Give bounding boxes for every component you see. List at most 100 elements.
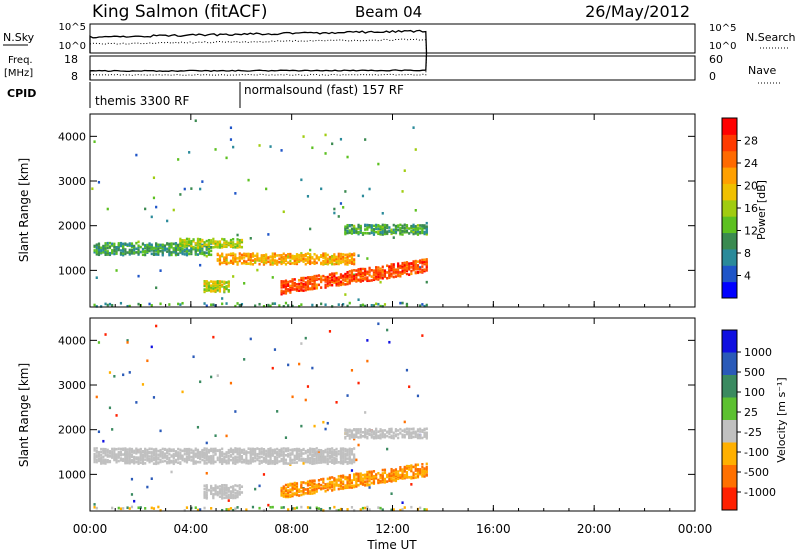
heatmap-cell: [203, 506, 206, 510]
heatmap-cell: [324, 489, 327, 493]
heatmap-cell: [394, 428, 398, 431]
heatmap-cell: [108, 302, 112, 306]
heatmap-cell: [298, 447, 301, 451]
heatmap-cell: [366, 279, 369, 283]
heatmap-cell: [300, 490, 303, 493]
heatmap-cell: [287, 363, 290, 367]
heatmap-cell: [201, 180, 204, 183]
heatmap-cell: [276, 254, 279, 257]
heatmap-cell: [267, 260, 270, 264]
heatmap-cell: [194, 447, 197, 451]
heatmap-cell: [203, 302, 206, 305]
velocity-tick-label: 100: [744, 386, 765, 399]
heatmap-cell: [350, 229, 354, 232]
heatmap-cell: [403, 473, 406, 477]
heatmap-cell: [414, 463, 417, 467]
heatmap-cell: [280, 253, 283, 257]
heatmap-cell: [141, 253, 145, 257]
heatmap-cell: [284, 483, 288, 487]
heatmap-cell: [179, 251, 182, 254]
heatmap-cell: [97, 251, 101, 255]
heatmap-cell: [247, 252, 250, 256]
heatmap-cell: [102, 251, 105, 254]
heatmap-cell: [102, 439, 105, 443]
heatmap-cell: [328, 260, 332, 264]
heatmap-cell: [172, 448, 175, 451]
heatmap-cell: [350, 469, 354, 472]
heatmap-cell: [227, 499, 230, 502]
heatmap-cell: [97, 242, 101, 246]
heatmap-cell: [282, 304, 285, 308]
heatmap-cell: [223, 241, 226, 245]
heatmap-cell: [331, 480, 334, 484]
heatmap-cell: [383, 479, 387, 483]
heatmap-cell: [166, 219, 169, 223]
heatmap-cell: [192, 245, 195, 249]
heatmap-cell: [113, 245, 116, 249]
heatmap-cell: [328, 486, 332, 490]
heatmap-cell: [287, 288, 290, 291]
heatmap-cell: [267, 455, 270, 458]
heatmap-cell: [289, 490, 292, 494]
heatmap-cell: [333, 211, 336, 215]
heatmap-cell: [93, 244, 96, 248]
heatmap-cell: [265, 253, 268, 257]
heatmap-cell: [346, 428, 349, 432]
heatmap-cell: [205, 243, 208, 247]
heatmap-cell: [225, 260, 228, 264]
heatmap-cell: [302, 257, 305, 261]
heatmap-cell: [188, 447, 191, 451]
heatmap-cell: [280, 486, 283, 490]
heatmap-cell: [150, 243, 153, 247]
heatmap-cell: [344, 253, 347, 257]
heatmap-cell: [221, 489, 224, 492]
heatmap-cell: [337, 252, 340, 256]
heatmap-cell: [309, 460, 312, 463]
heatmap-cell: [357, 436, 360, 439]
heatmap-cell: [218, 495, 222, 498]
heatmap-cell: [324, 448, 327, 452]
heatmap-cell: [234, 491, 237, 495]
heatmap-cell: [128, 253, 131, 256]
heatmap-cell: [416, 463, 420, 467]
heatmap-cell: [205, 244, 208, 248]
heatmap-cell: [212, 303, 215, 306]
heatmap-cell: [322, 481, 325, 484]
heatmap-cell: [317, 478, 321, 482]
heatmap-cell: [188, 242, 191, 246]
heatmap-cell: [190, 250, 193, 253]
heatmap-cell: [282, 506, 285, 509]
heatmap-cell: [157, 456, 160, 459]
heatmap-cell: [104, 333, 107, 336]
heatmap-cell: [249, 262, 252, 266]
colorbar-swatch: [722, 134, 737, 152]
heatmap-cell: [119, 457, 123, 460]
heatmap-cell: [326, 260, 329, 264]
heatmap-cell: [350, 227, 354, 231]
heatmap-cell: [144, 462, 147, 465]
heatmap-cell: [185, 246, 189, 250]
heatmap-cell: [205, 280, 208, 283]
heatmap-cell: [394, 470, 398, 473]
heatmap-cell: [117, 245, 120, 249]
velocity-ylabel: Slant Range [km]: [17, 363, 31, 467]
heatmap-cell: [388, 265, 391, 268]
heatmap-cell: [342, 278, 345, 282]
heatmap-cell: [262, 447, 266, 451]
heatmap-cell: [359, 304, 362, 307]
heatmap-cell: [359, 270, 362, 273]
heatmap-cell: [232, 252, 235, 255]
heatmap-cell: [221, 283, 224, 287]
heatmap-cell: [311, 459, 314, 463]
heatmap-cell: [258, 455, 261, 459]
heatmap-cell: [348, 447, 351, 451]
heatmap-cell: [344, 283, 347, 286]
heatmap-cell: [410, 436, 413, 440]
heatmap-cell: [392, 228, 395, 232]
heatmap-cell: [295, 447, 299, 451]
heatmap-cell: [238, 456, 241, 460]
heatmap-cell: [326, 257, 329, 261]
heatmap-cell: [348, 270, 351, 273]
heatmap-cell: [401, 266, 404, 270]
heatmap-cell: [128, 242, 131, 245]
